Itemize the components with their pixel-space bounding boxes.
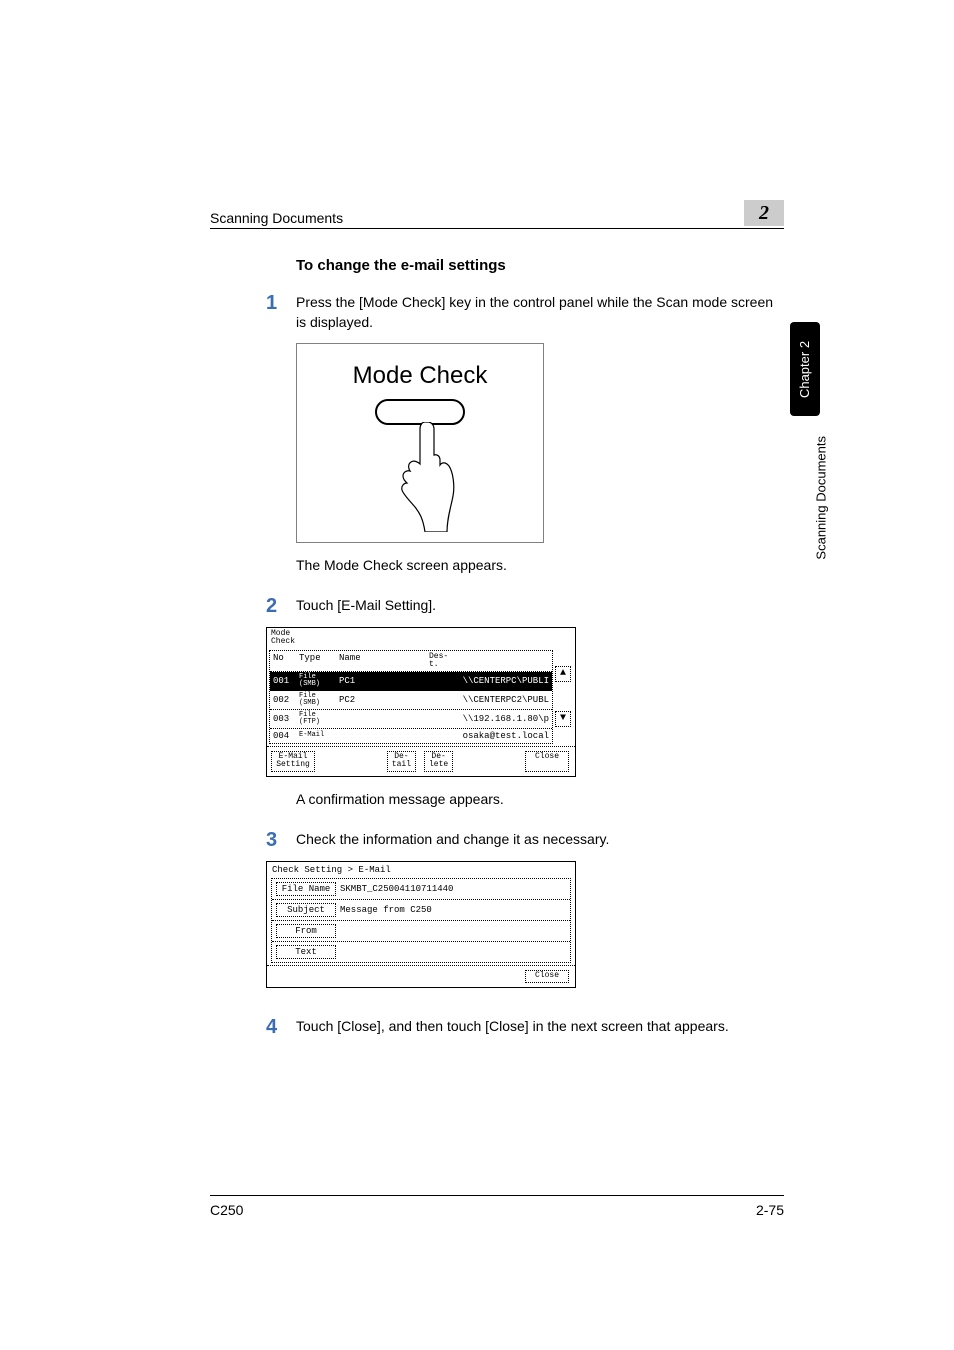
step-text: Touch [Close], and then touch [Close] in… bbox=[296, 1016, 784, 1038]
step-3: 3 Check the information and change it as… bbox=[266, 829, 784, 851]
table-row[interactable]: 004 E-Mail osaka@test.local bbox=[270, 729, 552, 743]
step-4: 4 Touch [Close], and then touch [Close] … bbox=[266, 1016, 784, 1038]
mode-check-label: Mode Check bbox=[297, 362, 543, 390]
section-title: To change the e-mail settings bbox=[296, 257, 784, 274]
cell-dest: \\CENTERPC2\PUBL bbox=[399, 695, 549, 705]
text-button[interactable]: Text bbox=[276, 945, 336, 959]
chapter-tab-label: Chapter 2 bbox=[798, 340, 813, 397]
email-setting-screen: Check Setting > E-Mail File Name SKMBT_C… bbox=[266, 861, 576, 988]
subject-value: Message from C250 bbox=[340, 905, 432, 915]
email-setting-button[interactable]: E-Mail Setting bbox=[271, 751, 315, 773]
from-button[interactable]: From bbox=[276, 924, 336, 938]
cell-dest: osaka@test.local bbox=[399, 731, 549, 741]
header-section: Scanning Documents bbox=[210, 210, 343, 226]
chapter-tab: Chapter 2 bbox=[790, 322, 820, 416]
screen1-footer: E-Mail Setting De- tail De- lete Close bbox=[267, 746, 575, 777]
note-after-1: The Mode Check screen appears. bbox=[296, 557, 784, 573]
table-row[interactable]: 003 File (FTP) \\192.168.1.80\p bbox=[270, 710, 552, 729]
step-text: Press the [Mode Check] key in the contro… bbox=[296, 292, 784, 333]
step-2: 2 Touch [E-Mail Setting]. bbox=[266, 595, 784, 617]
cell-no: 001 bbox=[273, 676, 299, 686]
subject-button[interactable]: Subject bbox=[276, 903, 336, 917]
scroll-arrows: ▲ ▼ bbox=[555, 648, 575, 746]
cell-dest: \\192.168.1.80\p bbox=[399, 714, 549, 724]
subject-row: Subject Message from C250 bbox=[272, 900, 570, 921]
file-name-value: SKMBT_C25004110711440 bbox=[340, 884, 453, 894]
col-type: Type bbox=[299, 653, 339, 669]
hand-icon bbox=[397, 422, 457, 532]
screen2-title: Check Setting > E-Mail bbox=[267, 862, 575, 878]
table-header: No Type Name Des- t. bbox=[270, 651, 552, 672]
file-name-row: File Name SKMBT_C25004110711440 bbox=[272, 879, 570, 900]
cell-name: PC1 bbox=[339, 676, 399, 686]
step-number: 4 bbox=[266, 1016, 296, 1038]
destination-table: No Type Name Des- t. 001 File (SMB) PC1 … bbox=[269, 650, 553, 744]
col-dest: Des- t. bbox=[399, 653, 549, 669]
page-footer: C250 2-75 bbox=[210, 1195, 784, 1218]
step-number: 2 bbox=[266, 595, 296, 617]
step-text: Check the information and change it as n… bbox=[296, 829, 784, 851]
step-number: 1 bbox=[266, 292, 296, 333]
screen1-title: Mode Check bbox=[267, 628, 575, 648]
col-name: Name bbox=[339, 653, 399, 669]
step-1: 1 Press the [Mode Check] key in the cont… bbox=[266, 292, 784, 333]
screen2-footer: Close bbox=[267, 965, 575, 987]
step-number: 3 bbox=[266, 829, 296, 851]
footer-page: 2-75 bbox=[756, 1202, 784, 1218]
cell-type: File (SMB) bbox=[299, 693, 339, 707]
cell-no: 003 bbox=[273, 714, 299, 724]
arrow-up-icon[interactable]: ▲ bbox=[555, 666, 571, 682]
cell-no: 002 bbox=[273, 695, 299, 705]
from-row: From bbox=[272, 921, 570, 942]
table-row[interactable]: 002 File (SMB) PC2 \\CENTERPC2\PUBL bbox=[270, 691, 552, 710]
table-row[interactable]: 001 File (SMB) PC1 \\CENTERPC\PUBLI bbox=[270, 672, 552, 691]
arrow-down-icon[interactable]: ▼ bbox=[555, 711, 571, 727]
cell-type: File (FTP) bbox=[299, 712, 339, 726]
delete-button[interactable]: De- lete bbox=[424, 751, 453, 773]
cell-no: 004 bbox=[273, 731, 299, 741]
col-no: No bbox=[273, 653, 299, 669]
footer-model: C250 bbox=[210, 1202, 243, 1218]
step-text: Touch [E-Mail Setting]. bbox=[296, 595, 784, 617]
page-header: Scanning Documents 2 bbox=[210, 200, 784, 229]
detail-button[interactable]: De- tail bbox=[387, 751, 416, 773]
mode-check-screen: Mode Check No Type Name Des- t. 001 File… bbox=[266, 627, 576, 778]
close-button[interactable]: Close bbox=[525, 751, 569, 773]
note-after-2: A confirmation message appears. bbox=[296, 791, 784, 807]
text-row: Text bbox=[272, 942, 570, 962]
cell-dest: \\CENTERPC\PUBLI bbox=[399, 676, 549, 686]
chapter-badge: 2 bbox=[744, 200, 784, 226]
section-tab-label: Scanning Documents bbox=[814, 436, 829, 560]
file-name-button[interactable]: File Name bbox=[276, 882, 336, 896]
cell-type: File (SMB) bbox=[299, 674, 339, 688]
close-button[interactable]: Close bbox=[525, 970, 569, 983]
mode-check-graphic: Mode Check bbox=[296, 343, 544, 543]
cell-type: E-Mail bbox=[299, 732, 339, 739]
cell-name: PC2 bbox=[339, 695, 399, 705]
